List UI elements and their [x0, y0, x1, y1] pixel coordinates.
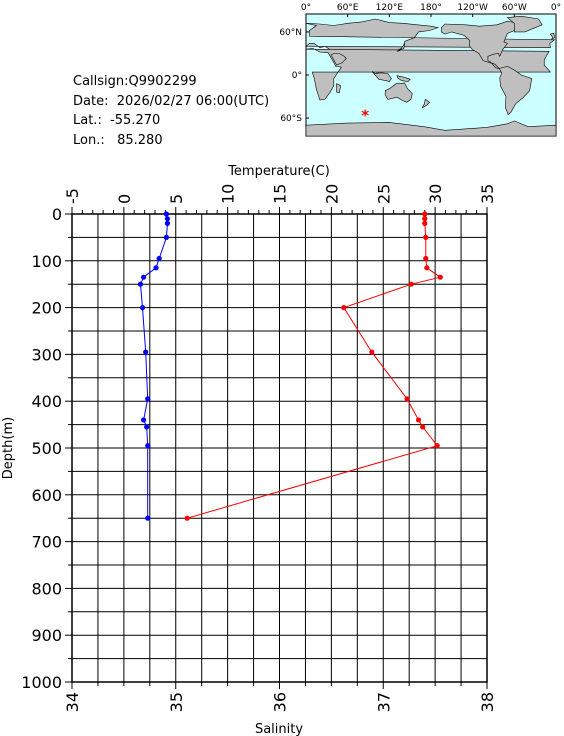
depth-tick-label: 700 — [31, 533, 62, 552]
temperature-data-point — [184, 515, 190, 521]
callsign-label: Callsign:Q9902299 — [73, 74, 197, 89]
temperature-data-point — [369, 349, 375, 355]
land-mass — [441, 20, 515, 69]
depth-tick-label: 200 — [31, 299, 62, 318]
land-mass — [396, 43, 406, 52]
depth-tick-label: 400 — [31, 392, 62, 411]
temperature-data-point — [423, 255, 429, 262]
land-mass — [549, 33, 555, 40]
map-left-ticks: 60°N 0° 60°S — [279, 28, 302, 124]
salinity-data-point — [163, 211, 170, 217]
temperature-data-point — [422, 220, 428, 226]
map-top-ticks: 0° 60°E 120°E 180° 120°W 60°W 0° — [301, 3, 561, 13]
map-graticule — [306, 14, 515, 119]
depth-tick-label: 500 — [31, 439, 62, 458]
salinity-tick-label: 37 — [374, 692, 393, 712]
temperature-tick-label: 20 — [322, 184, 341, 204]
temperature-tick-label: 0 — [115, 194, 134, 204]
land-mass — [384, 82, 413, 103]
series-layer — [137, 211, 443, 521]
map-longitude-label: 180° — [420, 3, 442, 13]
temperature-data-point — [415, 417, 422, 423]
depth-tick-label: 900 — [31, 626, 62, 645]
temperature-data-point — [437, 274, 443, 280]
salinity-data-point — [145, 515, 151, 521]
temperature-tick-label: 35 — [478, 184, 497, 204]
land-mass — [396, 75, 411, 82]
salinity-profile-line — [139, 213, 168, 519]
temperature-tick-label: 30 — [426, 184, 445, 204]
temperature-data-point — [434, 443, 440, 449]
salinity-data-point — [163, 234, 170, 240]
temperature-data-point — [422, 211, 428, 217]
depth-ticks: 0 100 200 300 400 500 600 700 800 900 1000 — [21, 205, 72, 692]
map-latitude-label: 60°N — [279, 28, 302, 38]
longitude-label: Lon.: 85.280 — [73, 132, 163, 148]
salinity-data-point — [164, 220, 171, 226]
temperature-tick-label: 25 — [374, 184, 393, 204]
salinity-data-point — [164, 216, 171, 222]
salinity-data-point — [145, 443, 151, 449]
salinity-data-point — [145, 396, 151, 402]
depth-tick-label: 600 — [31, 486, 62, 505]
latitude-label: Lat.: -55.270 — [73, 113, 161, 128]
salinity-data-point — [140, 274, 147, 280]
depth-tick-label: 1000 — [21, 673, 62, 692]
depth-tick-label: 0 — [52, 205, 62, 224]
temperature-tick-label: 15 — [271, 184, 290, 204]
map-longitude-label: 60°E — [337, 3, 359, 13]
temperature-profile-line — [187, 214, 442, 519]
depth-tick-label: 300 — [31, 345, 62, 364]
salinity-tick-label: 35 — [167, 692, 186, 712]
temperature-data-point — [423, 234, 429, 240]
salinity-data-point — [137, 281, 144, 287]
map-longitude-label: 0° — [551, 3, 561, 13]
land-mass — [421, 98, 431, 109]
land-mass — [336, 83, 342, 94]
map-latitude-label: 60°S — [280, 114, 302, 124]
land-mass — [506, 15, 543, 33]
salinity-ticks: 34 35 36 37 38 — [63, 682, 497, 712]
salinity-data-point — [144, 424, 150, 430]
grid-horizontal — [72, 213, 487, 683]
temperature-tick-label: 5 — [167, 194, 186, 204]
salinity-axis-label: Salinity — [255, 722, 303, 736]
salinity-data-point — [139, 305, 146, 311]
map-longitude-label: 0° — [301, 3, 311, 13]
depth-axis-label: Depth(m) — [1, 417, 16, 479]
depth-tick-label: 800 — [31, 579, 62, 598]
land-mass — [330, 53, 347, 66]
map-longitude-label: 60°W — [502, 3, 527, 13]
temperature-data-point — [420, 424, 426, 430]
temperature-data-point — [408, 281, 414, 287]
temperature-data-point — [341, 305, 347, 311]
land-mass — [498, 66, 533, 115]
salinity-data-point — [153, 265, 159, 271]
temperature-tick-label: 10 — [219, 184, 238, 204]
temperature-data-point — [422, 216, 428, 222]
temperature-tick-label: -5 — [63, 188, 82, 204]
salinity-tick-label: 36 — [271, 692, 290, 712]
map-land — [305, 15, 557, 137]
temperature-axis-label: Temperature(C) — [227, 164, 330, 179]
salinity-data-point — [140, 417, 147, 423]
station-marker: * — [361, 107, 369, 125]
salinity-data-point — [156, 255, 162, 262]
map-latitude-label: 0° — [292, 71, 302, 81]
station-info: Callsign:Q9902299 Date: 2026/02/27 06:00… — [73, 72, 269, 150]
temperature-data-point — [404, 396, 410, 402]
salinity-tick-label: 34 — [63, 692, 82, 712]
temperature-data-point — [424, 265, 430, 271]
land-mass — [305, 120, 557, 137]
temperature-ticks: -5 0 5 10 15 20 25 30 35 — [63, 184, 497, 214]
date-label: Date: 2026/02/27 06:00(UTC) — [73, 93, 270, 109]
salinity-data-point — [143, 349, 149, 355]
salinity-tick-label: 38 — [478, 692, 497, 712]
map-longitude-label: 120°W — [457, 3, 488, 13]
map-longitude-label: 120°E — [376, 3, 404, 13]
depth-tick-label: 100 — [31, 252, 62, 271]
land-mass — [371, 71, 392, 82]
